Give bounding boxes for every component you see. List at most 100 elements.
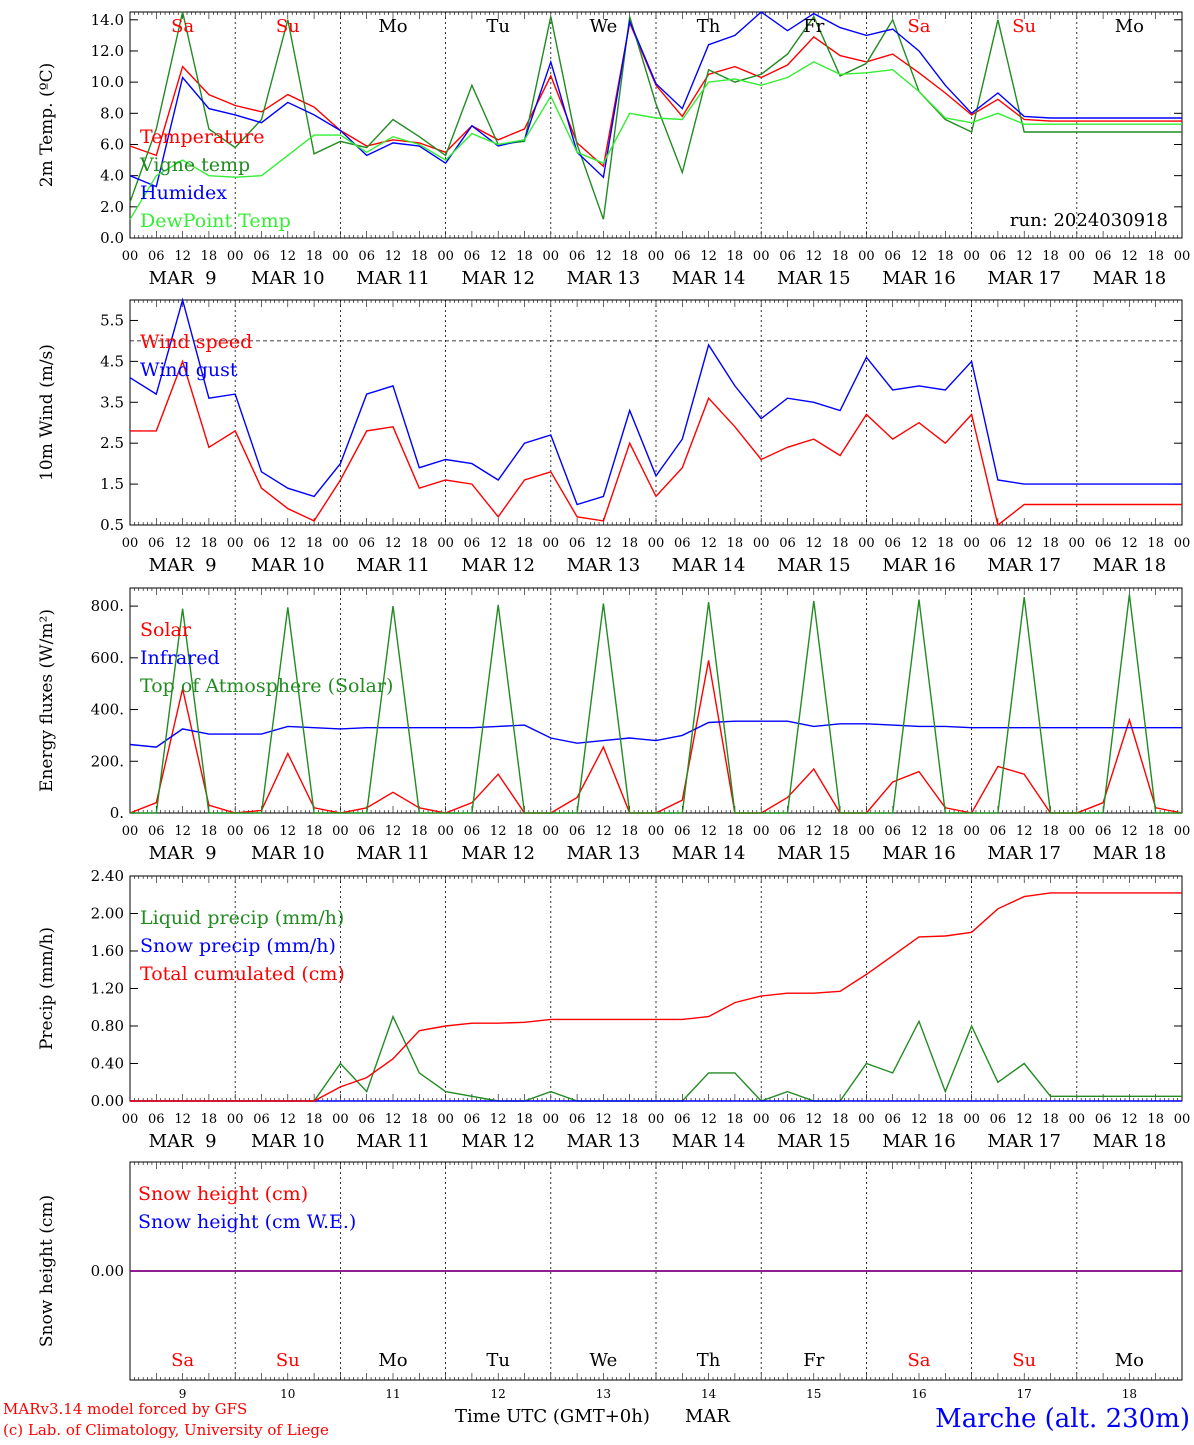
y-axis-label: 10m Wind (m/s)	[37, 344, 57, 481]
day-abbr: Su	[276, 16, 300, 37]
x-hour-label: 00	[963, 824, 980, 839]
y-tick-label: 3.5	[100, 393, 124, 411]
legend-entry: Snow height (cm W.E.)	[138, 1211, 356, 1233]
x-hour-label: 00	[332, 824, 349, 839]
x-hour-label: 06	[1095, 249, 1112, 264]
x-hour-label: 06	[674, 249, 691, 264]
day-number: 13	[596, 1387, 611, 1401]
x-hour-label: 12	[806, 249, 823, 264]
x-hour-label: 06	[674, 1112, 691, 1127]
x-hour-label: 00	[122, 536, 139, 551]
x-hour-label: 00	[332, 1112, 349, 1127]
x-hour-label: 12	[385, 824, 402, 839]
day-abbr: Sa	[907, 1350, 930, 1371]
x-hour-label: 00	[1174, 824, 1191, 839]
x-date-label: MAR 15	[777, 1131, 851, 1152]
x-hour-label: 12	[1016, 824, 1033, 839]
y-tick-label: 1.60	[91, 942, 124, 960]
x-hour-label: 00	[1069, 824, 1086, 839]
series-line-blue	[129, 297, 1182, 506]
x-hour-label: 18	[727, 536, 744, 551]
x-date-label: MAR 17	[987, 268, 1061, 289]
x-hour-label: 12	[1016, 249, 1033, 264]
x-hour-label: 18	[201, 249, 218, 264]
x-hour-label: 00	[858, 1112, 875, 1127]
x-hour-label: 18	[201, 536, 218, 551]
x-hour-label: 18	[306, 536, 323, 551]
x-hour-label: 12	[595, 536, 612, 551]
x-date-label: MAR 16	[882, 843, 956, 864]
x-axis-month: MAR	[685, 1406, 730, 1427]
x-hour-label: 00	[1069, 1112, 1086, 1127]
x-hour-label: 18	[937, 536, 954, 551]
day-abbr: Su	[1012, 16, 1036, 37]
x-hour-label: 18	[1042, 824, 1059, 839]
x-hour-label: 18	[727, 249, 744, 264]
x-hour-label: 06	[674, 824, 691, 839]
x-hour-label: 18	[1042, 1112, 1059, 1127]
x-date-label: MAR 10	[251, 1131, 325, 1152]
x-hour-label: 12	[280, 249, 297, 264]
day-abbr: Tu	[486, 1350, 510, 1371]
y-tick-label: 2.0	[100, 198, 124, 216]
x-hour-label: 00	[227, 824, 244, 839]
x-hour-label: 00	[437, 249, 454, 264]
x-hour-label: 00	[858, 536, 875, 551]
x-hour-label: 06	[148, 824, 165, 839]
x-hour-label: 00	[1174, 536, 1191, 551]
x-hour-label: 12	[1121, 1112, 1138, 1127]
x-hour-label: 12	[490, 536, 507, 551]
legend-entry: Vigne temp	[139, 154, 250, 176]
day-abbr: Mo	[378, 16, 407, 37]
x-hour-label: 06	[990, 249, 1007, 264]
x-hour-label: 00	[437, 1112, 454, 1127]
series-line-blue	[129, 720, 1182, 748]
x-hour-label: 06	[569, 536, 586, 551]
day-abbr: Sa	[171, 1350, 194, 1371]
model-credit: MARv3.14 model forced by GFS	[3, 1400, 247, 1418]
day-number: 16	[911, 1387, 926, 1401]
x-hour-label: 18	[727, 824, 744, 839]
y-tick-label: 0.40	[91, 1055, 124, 1073]
x-date-label: MAR 10	[251, 843, 325, 864]
y-tick-label: 0.0	[100, 229, 124, 247]
series-line-green	[130, 1014, 1182, 1102]
legend-entry: Top of Atmosphere (Solar)	[140, 675, 393, 697]
x-hour-label: 06	[569, 249, 586, 264]
day-abbr: We	[590, 1350, 618, 1371]
x-hour-label: 00	[543, 249, 560, 264]
day-abbr: Th	[697, 16, 721, 37]
x-hour-label: 12	[174, 249, 191, 264]
x-hour-label: 00	[963, 536, 980, 551]
x-hour-label: 06	[253, 536, 270, 551]
x-hour-label: 06	[1095, 536, 1112, 551]
location-title: Marche (alt. 230m)	[935, 1404, 1190, 1434]
legend-entry: Liquid precip (mm/h)	[140, 907, 344, 929]
x-hour-label: 00	[858, 249, 875, 264]
x-hour-label: 12	[385, 1112, 402, 1127]
series-line-red	[129, 20, 1182, 168]
x-hour-label: 00	[543, 536, 560, 551]
legend-entry: Total cumulated (cm)	[140, 963, 345, 985]
x-hour-label: 06	[569, 824, 586, 839]
x-date-label: MAR 17	[987, 1131, 1061, 1152]
day-abbr: Sa	[171, 16, 194, 37]
x-hour-label: 18	[201, 824, 218, 839]
x-hour-label: 18	[411, 249, 428, 264]
x-date-label: MAR 16	[882, 555, 956, 576]
day-abbr: Mo	[378, 1350, 407, 1371]
x-hour-label: 06	[464, 249, 481, 264]
x-hour-label: 00	[963, 249, 980, 264]
x-hour-label: 18	[832, 1112, 849, 1127]
y-tick-label: 10.0	[91, 73, 124, 91]
x-hour-label: 18	[1147, 824, 1164, 839]
x-hour-label: 00	[227, 249, 244, 264]
x-hour-label: 06	[464, 824, 481, 839]
x-hour-label: 00	[648, 1112, 665, 1127]
x-hour-label: 18	[516, 249, 533, 264]
lab-credit: (c) Lab. of Climatology, University of L…	[3, 1421, 329, 1439]
x-date-label: MAR 11	[356, 1131, 430, 1152]
x-date-label: MAR 10	[251, 555, 325, 576]
